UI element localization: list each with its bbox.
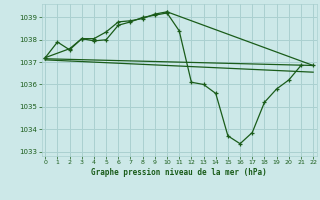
X-axis label: Graphe pression niveau de la mer (hPa): Graphe pression niveau de la mer (hPa) <box>91 168 267 177</box>
